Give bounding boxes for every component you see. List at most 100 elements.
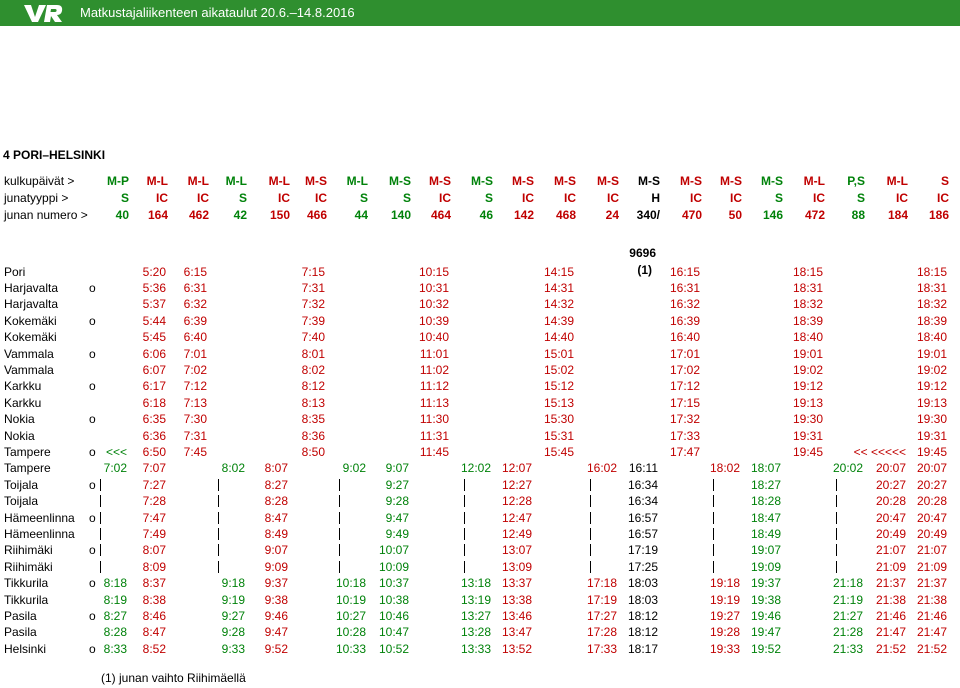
pass-through-line [590,511,591,524]
pass-through-line [590,527,591,540]
time-cell: 12:28 [501,494,532,509]
station-name: Riihimäki [4,559,53,574]
column-header: S [774,191,783,205]
pass-through-line [590,495,591,508]
time-cell: 19:07 [750,543,781,558]
time-cell: 10:15 [418,264,449,279]
time-cell: 6:35 [142,412,166,427]
time-cell: 7:02 [103,461,127,476]
column-header: IC [439,191,451,205]
time-cell: 15:30 [543,412,574,427]
pass-through-line [464,495,465,508]
time-cell: 13:18 [460,576,491,591]
time-cell: 17:12 [669,379,700,394]
column-header: M-S [638,174,660,188]
pass-through-line [590,560,591,573]
time-cell: 20:02 [832,461,863,476]
pass-through-line [218,478,219,491]
time-cell: 13:27 [460,608,491,623]
time-cell: 8:47 [264,510,288,525]
column-header: H [651,191,660,205]
pass-through-line [100,495,101,508]
time-cell: 6:36 [142,428,166,443]
time-cell: 18:07 [750,461,781,476]
time-cell: 19:12 [916,379,947,394]
column-header: 44 [354,208,368,222]
time-cell: 8:50 [301,444,325,459]
pass-through-line [464,527,465,540]
time-cell: 21:47 [875,625,906,640]
pass-through-line [590,544,591,557]
column-header: M-S [305,174,327,188]
station-name: Harjavalta [4,280,59,295]
time-cell: 12:47 [501,510,532,525]
time-cell: 18:02 [709,461,740,476]
column-header: IC [896,191,908,205]
column-header: 140 [390,208,411,222]
column-header: S [402,191,411,205]
time-cell: 8:12 [301,379,325,394]
station-name: Tikkurila [4,576,49,591]
time-cell: 8:28 [264,494,288,509]
time-cell: 19:30 [916,412,947,427]
time-cell: 5:20 [142,264,166,279]
column-header: IC [522,191,534,205]
column-header-note: 9696 [629,246,656,260]
column-header: 150 [269,208,290,222]
time-cell: 10:32 [418,297,449,312]
time-cell: 21:37 [916,576,947,591]
column-header: IC [315,191,327,205]
time-cell: 13:47 [501,625,532,640]
time-cell: 10:07 [378,543,409,558]
pass-through-line [836,478,837,491]
time-cell: 10:52 [378,641,409,656]
time-cell: 8:27 [264,477,288,492]
time-cell: 6:39 [183,313,207,328]
time-cell: 10:40 [418,330,449,345]
time-cell: 7:15 [301,264,325,279]
time-cell: 20:27 [916,477,947,492]
time-cell: 21:07 [875,543,906,558]
time-cell: 18:40 [916,330,947,345]
time-cell: 17:15 [669,395,700,410]
column-header: S [238,191,247,205]
time-cell: 9:19 [221,592,245,607]
time-cell: 18:31 [792,280,823,295]
station-name: Hämeenlinna [4,526,75,541]
time-cell: 21:18 [832,576,863,591]
pass-through-line [100,527,101,540]
time-cell: 9:09 [264,559,288,574]
station-name: Pasila [4,625,37,640]
pass-through-line [100,560,101,573]
time-cell: 11:12 [419,379,449,394]
time-cell: 8:47 [142,625,166,640]
column-header: 468 [555,208,576,222]
time-cell: 10:46 [378,608,409,623]
arrival-marker: o [89,346,96,361]
time-cell: 9:28 [221,625,245,640]
time-cell: 21:38 [875,592,906,607]
time-cell: 19:09 [750,559,781,574]
station-name: Pasila [4,608,37,623]
time-cell: 19:27 [709,608,740,623]
column-header: S [120,191,129,205]
pass-through-line [339,478,340,491]
time-cell: 20:07 [916,461,947,476]
station-name: Helsinki [4,641,47,656]
time-cell: 8:02 [221,461,245,476]
station-name: Vammala [4,346,54,361]
time-cell: 6:31 [183,280,207,295]
column-header: S [359,191,368,205]
time-cell: 19:19 [709,592,740,607]
time-cell: 18:03 [627,576,658,591]
time-cell: 19:13 [916,395,947,410]
column-header: IC [156,191,168,205]
pass-through-line [339,527,340,540]
time-cell: 17:47 [669,444,700,459]
time-cell: 16:40 [669,330,700,345]
time-cell: 21:37 [875,576,906,591]
time-cell: 9:27 [221,608,245,623]
arrival-marker: o [89,510,96,525]
time-cell: 18:27 [750,477,781,492]
time-cell: 17:33 [586,641,617,656]
